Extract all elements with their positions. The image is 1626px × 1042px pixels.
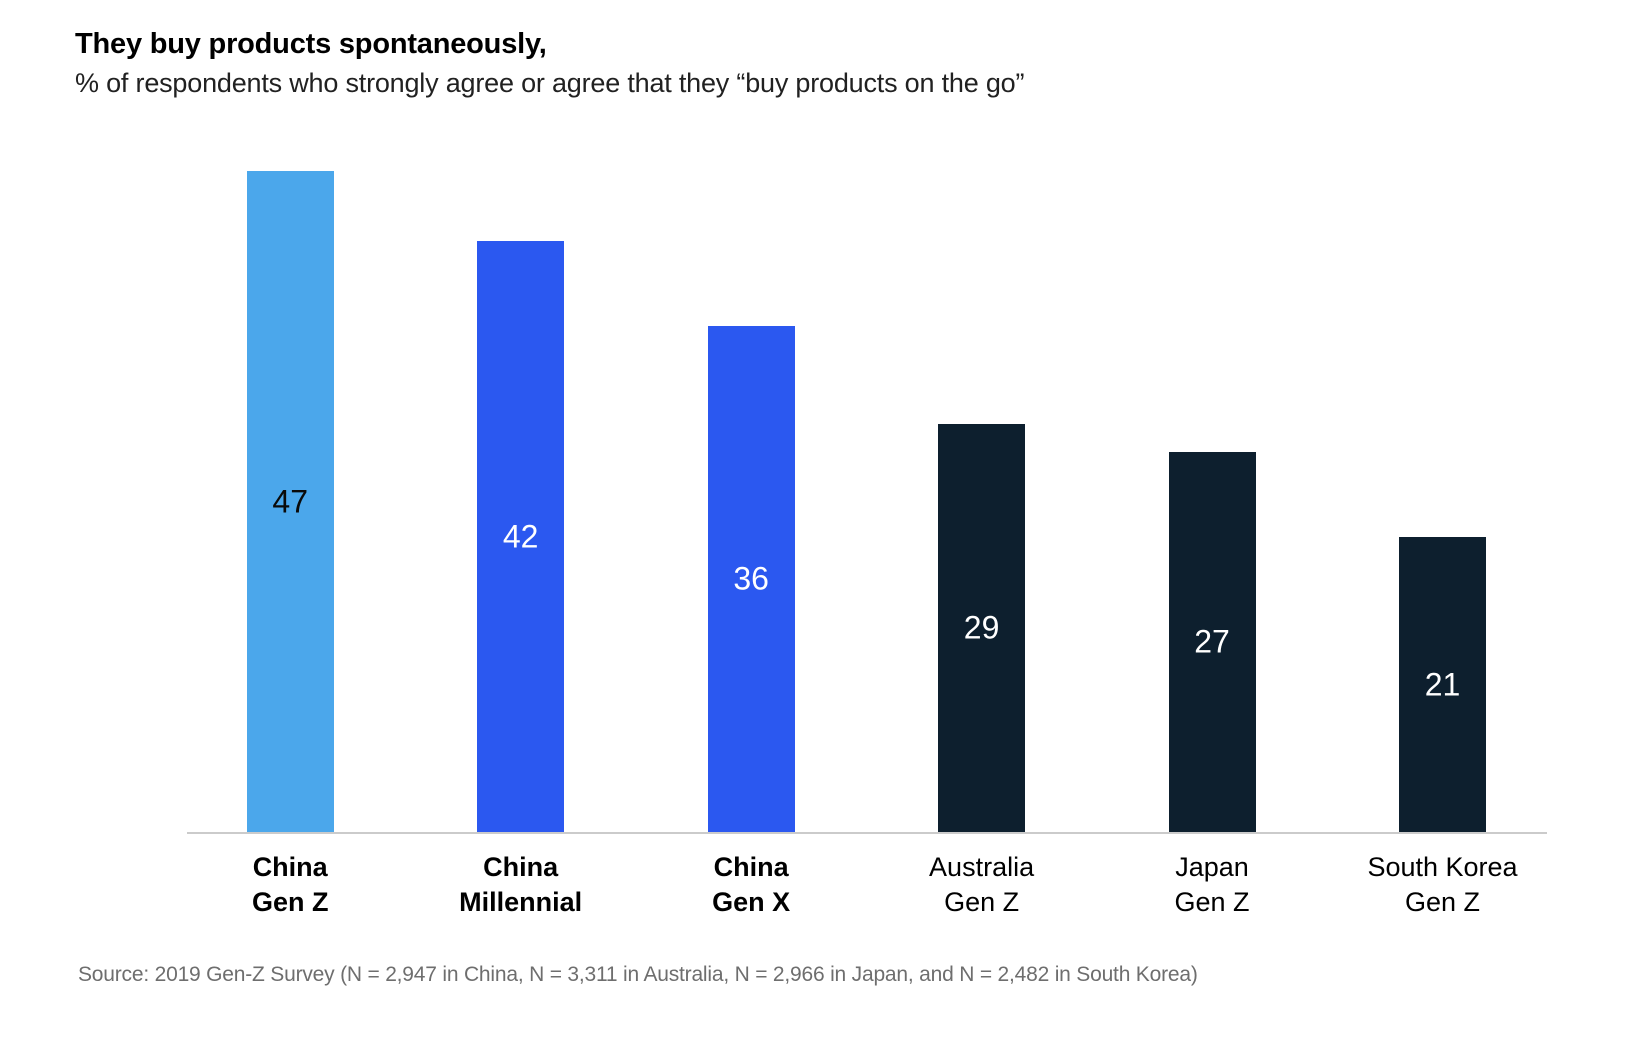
bar-china-gen-x: 36 [707,326,795,832]
category-label-line: Australia [929,852,1035,882]
value-label: 42 [502,518,539,554]
bar-china-gen-z: 47 [246,171,334,832]
value-label: 21 [1424,666,1461,702]
category-label: China Gen X [631,850,871,920]
bar-australia-gen-z: 29 [938,424,1026,832]
category-label-line: Gen Z [944,887,1020,917]
chart-title: They buy products spontaneously, [75,28,547,60]
category-label-line: Gen Z [1174,887,1250,917]
bar-chart-plot-area: 47 China Gen Z 42 China Millennial 36 China Gen … [187,129,1547,917]
category-label-line: Gen Z [1404,887,1481,917]
category-label-line: Gen Z [251,887,329,917]
category-label-line: China [483,852,559,882]
category-label: Australia Gen Z [862,850,1102,920]
chart-subtitle: % of respondents who strongly agree or a… [75,68,1025,98]
category-label: South Korea Gen Z [1323,850,1563,920]
category-label: Japan Gen Z [1092,850,1332,920]
bar-japan-gen-z: 27 [1168,452,1256,832]
value-label: 36 [733,560,769,597]
category-label-line: Gen X [712,887,791,917]
value-label: 29 [963,609,1000,646]
category-label-line: South Korea [1367,852,1518,882]
source-note: Source: 2019 Gen-Z Survey (N = 2,947 in … [78,963,1198,986]
category-label-line: China [252,852,328,882]
category-label-line: China [713,852,789,882]
value-label: 47 [272,483,308,519]
category-label: China Millennial [401,850,641,920]
category-label-line: Millennial [459,887,583,917]
bar-china-millennial: 42 [477,241,565,832]
category-label: China Gen Z [170,850,410,920]
bar-south-korea-gen-z: 21 [1399,537,1486,832]
category-label-line: Japan [1175,852,1249,882]
value-label: 27 [1194,623,1230,660]
